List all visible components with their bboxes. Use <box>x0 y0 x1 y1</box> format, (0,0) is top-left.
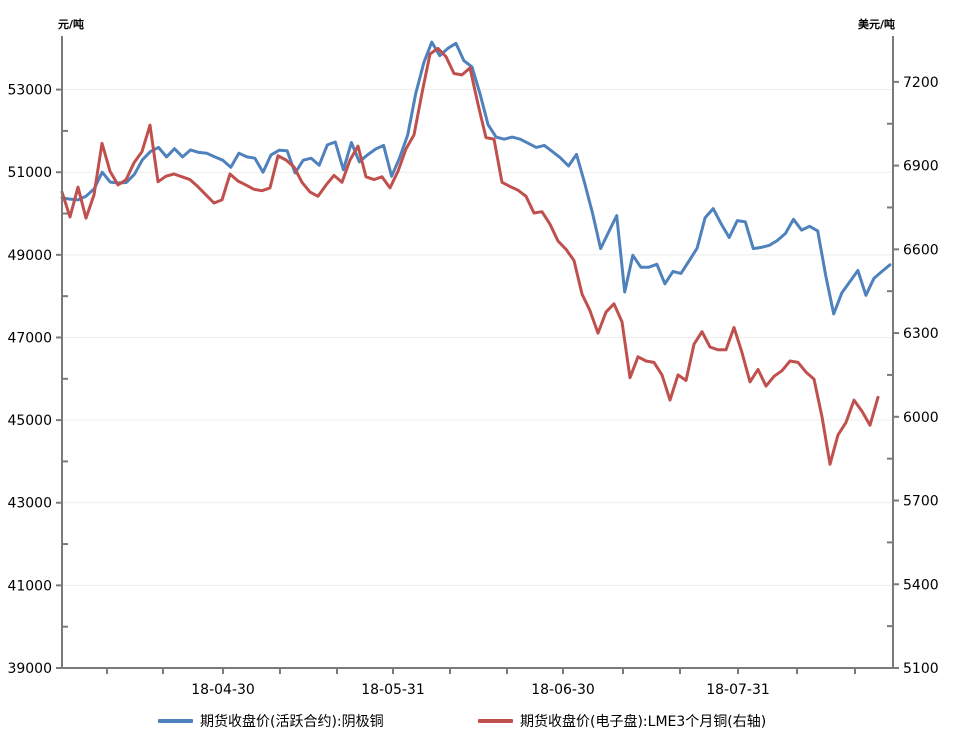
y-axis-label-right: 6000 <box>903 410 939 426</box>
legend-label-lme-copper: 期货收盘价(电子盘):LME3个月铜(右轴) <box>520 714 767 730</box>
y-axis-label-left: 45000 <box>7 413 52 429</box>
y-axis-label-left: 47000 <box>7 330 52 346</box>
left-axis-unit-label: 元/吨 <box>58 18 85 31</box>
y-axis-label-left: 43000 <box>7 496 52 512</box>
series-line-lme-copper <box>60 46 880 466</box>
y-axis-label-right: 6900 <box>903 159 939 175</box>
y-axis-label-right: 5700 <box>903 494 939 510</box>
y-axis-label-right: 6300 <box>903 326 939 342</box>
y-axis-label-left: 39000 <box>7 661 52 677</box>
legend-label-shfe-copper: 期货收盘价(活跃合约):阴极铜 <box>200 714 384 730</box>
y-axis-label-right: 5400 <box>903 577 939 593</box>
x-axis-label: 18-06-30 <box>531 682 595 698</box>
y-axis-label-right: 6600 <box>903 242 939 258</box>
red-line-swatch <box>478 719 513 723</box>
x-axis-label: 18-05-31 <box>361 682 425 698</box>
y-axis-label-left: 51000 <box>7 165 52 181</box>
y-axis-label-left: 41000 <box>7 578 52 594</box>
y-axis-label-left: 53000 <box>7 83 52 99</box>
blue-line-swatch <box>158 719 193 723</box>
legend-item-lme-copper: 期货收盘价(电子盘):LME3个月铜(右轴) <box>478 711 766 731</box>
x-axis-label: 18-04-30 <box>191 682 255 698</box>
x-axis-label: 18-07-31 <box>706 682 770 698</box>
y-axis-label-right: 5100 <box>903 661 939 677</box>
right-axis-unit-label: 美元/吨 <box>857 18 895 31</box>
series-line-shfe-copper <box>60 40 892 316</box>
legend-item-shfe-copper: 期货收盘价(活跃合约):阴极铜 <box>158 711 384 731</box>
y-axis-label-right: 7200 <box>903 75 939 91</box>
y-axis-label-left: 49000 <box>7 248 52 264</box>
